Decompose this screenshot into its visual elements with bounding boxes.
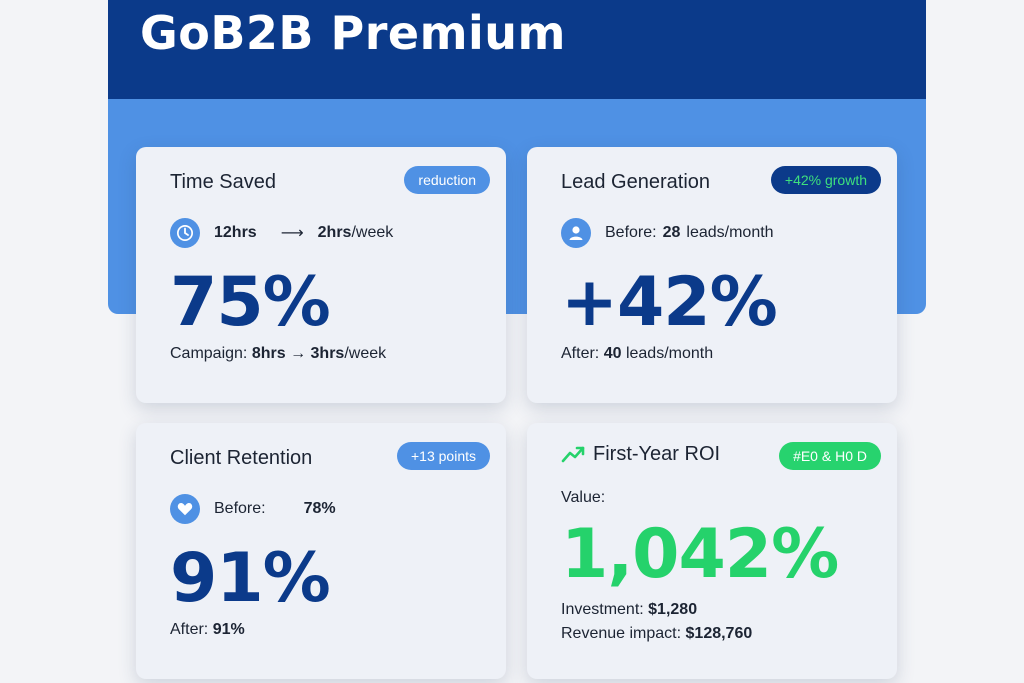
revenue-label: Revenue impact: — [561, 625, 682, 642]
time-row: 12hrs ⟶ 2hrs /week — [170, 217, 393, 249]
retention-before-value: 78% — [303, 500, 336, 517]
retention-before-row: Before: 78% — [170, 493, 336, 525]
trending-up-icon — [561, 444, 587, 466]
roi-title-row: First-Year ROI — [561, 443, 720, 466]
retention-after-line: After: 91% — [170, 621, 245, 639]
heart-icon — [170, 494, 200, 524]
card-title: Client Retention — [170, 447, 313, 469]
lead-generation-card: Lead Generation +42% growth Before: 28 l… — [527, 147, 897, 403]
lead-after-unit: leads/month — [625, 345, 714, 362]
revenue-value: $128,760 — [685, 625, 753, 642]
time-saved-card: Time Saved reduction 12hrs ⟶ 2hrs /week … — [136, 147, 506, 403]
time-before: 12hrs — [214, 224, 257, 241]
retention-after-value: 91% — [212, 621, 245, 638]
lead-before-unit: leads/month — [686, 224, 774, 241]
campaign-label: Campaign: — [170, 345, 248, 362]
revenue-line: Revenue impact: $128,760 — [561, 625, 752, 643]
campaign-line: Campaign: 8hrs → 3hrs/week — [170, 345, 386, 363]
retention-before-label: Before: — [214, 500, 266, 517]
time-unit: /week — [351, 224, 394, 241]
lead-before-row: Before: 28 leads/month — [561, 217, 774, 249]
client-retention-card: Client Retention +13 points Before: 78% … — [136, 423, 506, 679]
retention-after-label: After: — [170, 621, 209, 638]
card-title: First-Year ROI — [593, 443, 721, 465]
campaign-value: 8hrs → 3hrs — [251, 345, 345, 362]
reduction-badge: reduction — [404, 166, 490, 194]
page-title: GoB2B Premium — [140, 6, 566, 60]
card-title: Time Saved — [170, 171, 276, 193]
lead-before-label: Before: — [605, 224, 657, 241]
user-icon — [561, 218, 591, 248]
card-title: Lead Generation — [561, 171, 711, 193]
growth-badge: +42% growth — [770, 166, 881, 194]
header-bar: GoB2B Premium — [108, 0, 926, 99]
arrow-text: ⟶ — [280, 225, 304, 242]
time-after: 2hrs — [317, 224, 352, 241]
roi-value-label: Value: — [561, 489, 606, 506]
lead-after-line: After: 40 leads/month — [561, 345, 713, 363]
lead-after-label: After: — [561, 345, 600, 362]
clock-icon — [170, 218, 200, 248]
roi-badge: #E0 & H0 D — [779, 442, 881, 470]
first-year-roi-card: First-Year ROI #E0 & H0 D Value: 1,042% … — [527, 423, 897, 679]
points-badge: +13 points — [397, 442, 490, 470]
retention-value: 91% — [170, 539, 331, 618]
roi-value: 1,042% — [561, 515, 839, 594]
time-saved-value: 75% — [170, 263, 331, 342]
investment-line: Investment: $1,280 — [561, 601, 697, 619]
lead-before-value: 28 — [662, 224, 681, 241]
campaign-unit: /week — [344, 345, 387, 362]
investment-value: $1,280 — [648, 601, 698, 618]
investment-label: Investment: — [561, 601, 644, 618]
lead-growth-value: +42% — [561, 263, 778, 342]
lead-after-value: 40 — [603, 345, 622, 362]
